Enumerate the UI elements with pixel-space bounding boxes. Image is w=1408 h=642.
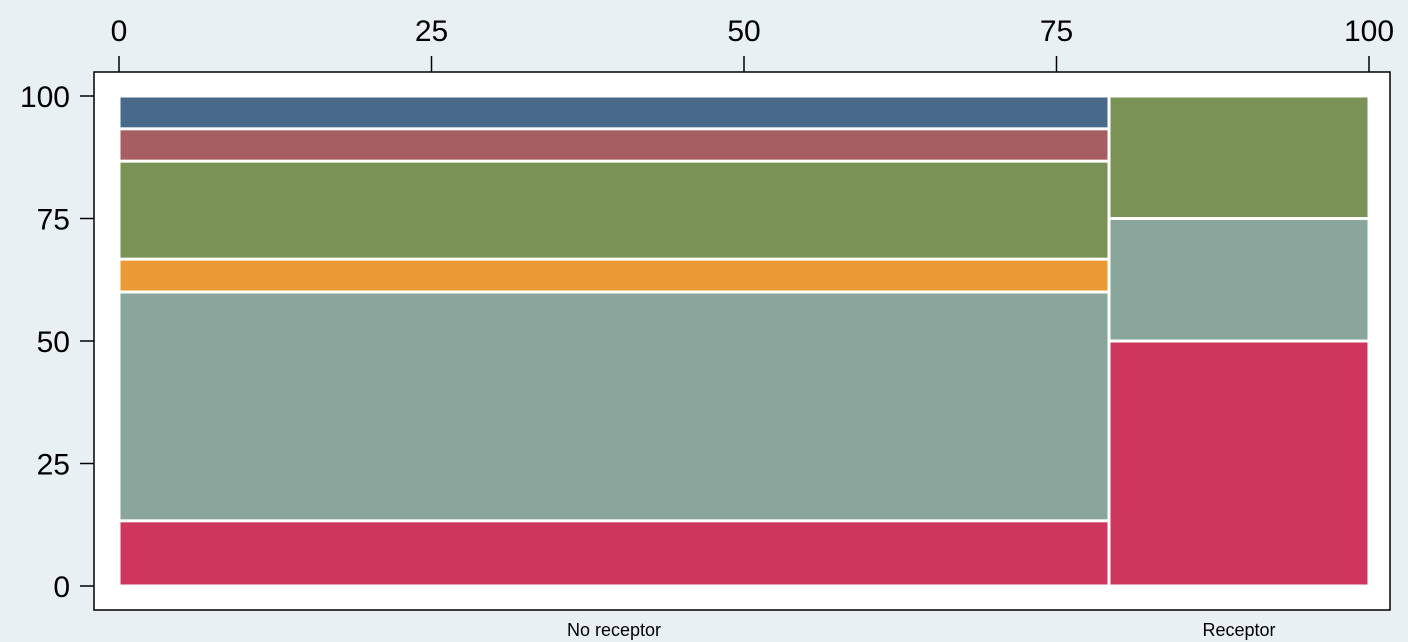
- x-tick-label: 50: [727, 15, 760, 48]
- x-tick-label: 75: [1040, 15, 1073, 48]
- x-tick-label: 100: [1344, 15, 1394, 48]
- y-axis-left: 0 25 50 75 100: [20, 81, 94, 604]
- mosaic-cell: [1110, 220, 1368, 340]
- x-tick-label: 25: [415, 15, 448, 48]
- mosaic-cell: [120, 293, 1108, 520]
- y-tick-label: 100: [20, 81, 70, 114]
- category-label: No receptor: [567, 620, 661, 640]
- mosaic-cell: [120, 162, 1108, 258]
- mosaic-cell: [120, 522, 1108, 585]
- category-label: Receptor: [1202, 620, 1275, 640]
- mosaic-cell: [120, 260, 1108, 291]
- mosaic-cell: [1110, 97, 1368, 217]
- mosaic-cell: [1110, 342, 1368, 585]
- y-tick-label: 50: [37, 326, 70, 359]
- mosaic-cell: [120, 97, 1108, 128]
- y-tick-label: 75: [37, 204, 70, 237]
- mosaic-cells: [120, 97, 1368, 585]
- y-tick-label: 25: [37, 449, 70, 482]
- category-labels: No receptor Receptor: [567, 620, 1276, 640]
- x-tick-label: 0: [111, 15, 128, 48]
- y-tick-label: 0: [53, 571, 70, 604]
- mosaic-cell: [120, 130, 1108, 160]
- x-axis-top: 0 25 50 75 100: [111, 15, 1394, 72]
